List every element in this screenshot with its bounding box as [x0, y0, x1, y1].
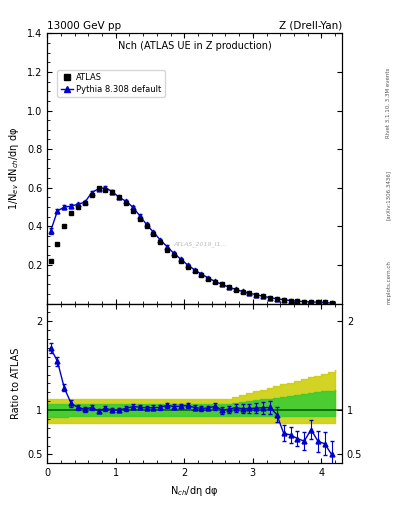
- Text: mcplots.cern.ch: mcplots.cern.ch: [386, 260, 391, 304]
- Text: 13000 GeV pp: 13000 GeV pp: [47, 20, 121, 31]
- Text: [arXiv:1306.3436]: [arXiv:1306.3436]: [386, 169, 391, 220]
- Text: ATLAS_2019_I1...: ATLAS_2019_I1...: [174, 241, 227, 247]
- Text: Rivet 3.1.10, 3.3M events: Rivet 3.1.10, 3.3M events: [386, 67, 391, 138]
- Text: Z (Drell-Yan): Z (Drell-Yan): [279, 20, 342, 31]
- Y-axis label: Ratio to ATLAS: Ratio to ATLAS: [11, 348, 21, 419]
- Text: Nch (ATLAS UE in Z production): Nch (ATLAS UE in Z production): [118, 41, 272, 51]
- X-axis label: N$_{ch}$/dη dφ: N$_{ch}$/dη dφ: [170, 484, 219, 498]
- Legend: ATLAS, Pythia 8.308 default: ATLAS, Pythia 8.308 default: [57, 70, 165, 97]
- Y-axis label: 1/N$_{ev}$ dN$_{ch}$/dη dφ: 1/N$_{ev}$ dN$_{ch}$/dη dφ: [7, 127, 21, 210]
